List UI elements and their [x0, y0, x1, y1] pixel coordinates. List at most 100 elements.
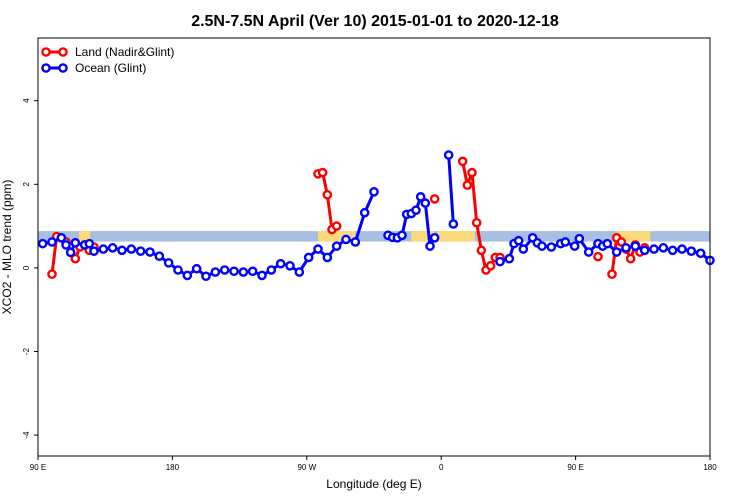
chart-title: 2.5N-7.5N April (Ver 10) 2015-01-01 to 2… [191, 13, 559, 30]
data-point [84, 238, 95, 249]
data-point [322, 252, 333, 263]
data-point [639, 245, 650, 256]
data-point [630, 241, 641, 251]
data-point [47, 269, 57, 279]
legend-marker [41, 63, 51, 73]
band-land-span [411, 231, 434, 242]
data-point [322, 189, 333, 200]
data-point [350, 237, 361, 247]
data-point [191, 263, 202, 274]
data-point [89, 246, 99, 256]
y-tick-label: -2 [22, 347, 31, 355]
band-land-span [616, 231, 651, 242]
data-point [317, 167, 328, 178]
data-point [616, 237, 627, 247]
y-tick-label: -4 [22, 431, 31, 439]
data-point [485, 261, 496, 271]
data-point [649, 244, 659, 254]
x-tick-label: 180 [166, 463, 180, 472]
x-tick-label: 0 [439, 463, 444, 472]
data-point [411, 205, 421, 216]
legend-label: Ocean (Glint) [75, 61, 146, 75]
data-point [560, 237, 571, 247]
data-point [341, 234, 351, 245]
data-point [397, 230, 407, 241]
y-axis-label: XCO2 - MLO trend (ppm) [0, 180, 14, 315]
data-point [518, 244, 529, 254]
data-point [593, 251, 603, 262]
data-point [677, 244, 687, 254]
data-point [602, 238, 613, 249]
x-axis-label: Longitude (deg E) [326, 477, 421, 491]
data-point [537, 241, 547, 251]
series-ocean [37, 150, 715, 282]
data-point [686, 246, 697, 256]
data-point [56, 233, 67, 243]
data-point [173, 265, 183, 275]
reference-band [38, 231, 710, 242]
legend-marker [41, 47, 51, 57]
data-point [154, 251, 165, 261]
data-point [238, 267, 249, 277]
y-tick-label: 4 [22, 98, 31, 103]
data-point [266, 265, 277, 275]
data-point [695, 248, 706, 259]
data-point [513, 235, 524, 246]
data-point [476, 245, 487, 256]
data-point [126, 244, 137, 254]
data-point [294, 267, 305, 277]
x-tick-label: 90 E [567, 463, 583, 472]
data-point [257, 270, 267, 281]
band-ocean [38, 231, 710, 242]
data-point [229, 266, 239, 277]
data-point [467, 167, 477, 178]
series-line [317, 171, 338, 231]
data-point [546, 242, 557, 252]
x-tick-label: 90 W [297, 463, 316, 472]
x-tick-label: 90 E [30, 463, 46, 472]
data-point [135, 246, 146, 256]
data-point [331, 221, 342, 231]
data-point [429, 233, 440, 243]
data-point [369, 187, 379, 197]
data-point [303, 252, 314, 263]
data-point [98, 244, 109, 254]
data-point [443, 150, 454, 160]
band-land-span [318, 231, 356, 242]
data-point [359, 207, 370, 218]
data-point [658, 243, 669, 253]
data-point [457, 156, 468, 167]
legend-label: Land (Nadir&Glint) [75, 45, 174, 59]
data-point [569, 241, 580, 251]
data-point [182, 270, 193, 281]
plot-frame [37, 37, 711, 457]
legend-marker [58, 63, 68, 73]
data-point [471, 217, 482, 228]
data-point [313, 244, 323, 254]
data-point [117, 245, 127, 256]
data-point [495, 256, 505, 267]
y-axis: -4 -2 0 2 4 [22, 98, 38, 439]
data-point [583, 247, 594, 257]
data-point [621, 243, 631, 253]
data-point [65, 247, 76, 258]
data-point [201, 271, 211, 282]
band-land-span [437, 231, 475, 242]
legend-marker [58, 47, 68, 57]
data-point [625, 253, 636, 264]
data-point [275, 258, 286, 269]
legend-item: Land (Nadir&Glint) [41, 45, 174, 59]
data-point [145, 247, 155, 257]
y-tick-label: 0 [22, 265, 31, 270]
data-point [47, 237, 57, 247]
data-point [415, 192, 426, 202]
data-point [247, 266, 258, 277]
data-point [163, 258, 174, 268]
data-point [429, 194, 440, 204]
series-line [499, 236, 711, 264]
data-point [210, 267, 221, 277]
data-point [61, 240, 71, 250]
data-point [331, 241, 342, 251]
data-point [70, 253, 81, 264]
